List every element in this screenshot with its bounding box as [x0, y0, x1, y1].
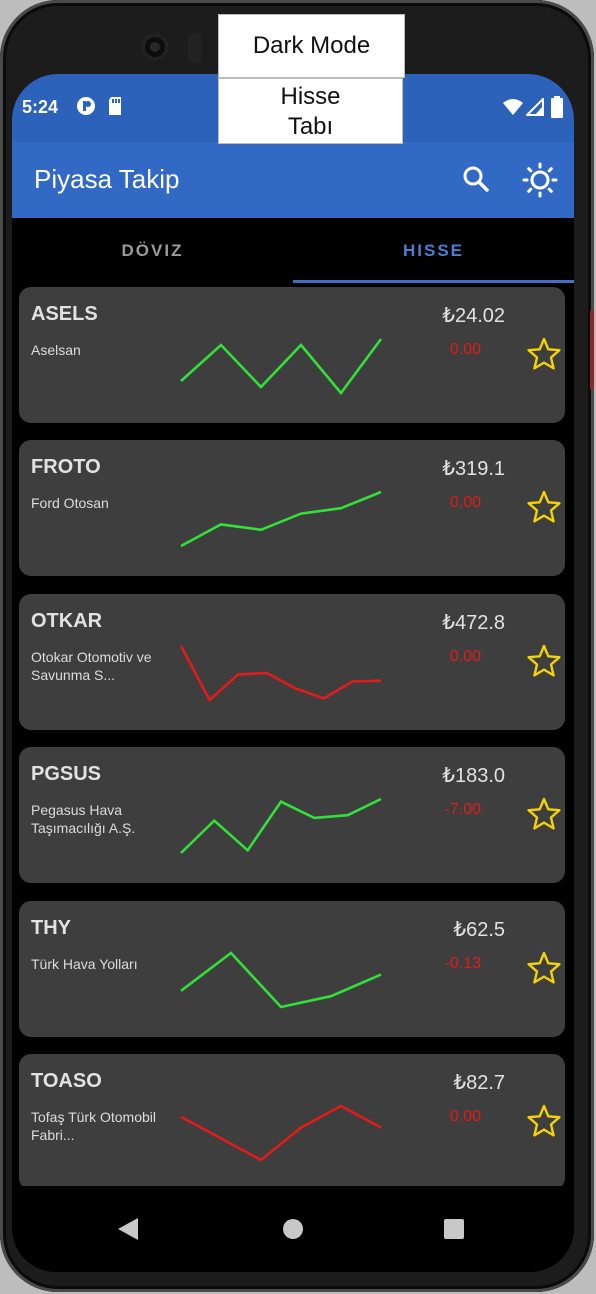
stock-change: 0.00	[449, 647, 481, 665]
sparkline-line	[180, 798, 382, 855]
stock-symbol: THY	[31, 916, 71, 939]
stock-card[interactable]: FROTO Ford Otosan ₺319.1 0.00	[19, 440, 565, 577]
favorite-star-icon[interactable]	[527, 490, 561, 524]
proximity-sensor	[188, 33, 202, 63]
favorite-star-icon[interactable]	[527, 644, 561, 678]
sparkline-line	[179, 645, 382, 702]
sd-card-icon	[107, 96, 123, 121]
back-button[interactable]	[116, 1216, 140, 1247]
stock-card[interactable]: THY Türk Hava Yolları ₺62.5 -0.13	[19, 900, 565, 1037]
search-icon	[463, 166, 489, 192]
home-circle-icon	[283, 1219, 303, 1239]
sparkline-line	[180, 950, 382, 1009]
stock-price: ₺82.7	[453, 1072, 505, 1094]
stock-symbol: PGSUS	[31, 763, 102, 786]
sun-icon	[522, 162, 558, 198]
sparkline-line	[180, 338, 383, 396]
favorite-star-icon[interactable]	[527, 797, 561, 831]
hisse-tab-annotation-line2: Tabı	[287, 113, 334, 140]
app-screen: 5:24 Piyasa Takip	[12, 74, 574, 1272]
sparkline-chart	[180, 1104, 382, 1162]
recents-button[interactable]	[443, 1218, 465, 1245]
stock-price: ₺183.0	[442, 765, 505, 788]
wifi-icon	[502, 98, 524, 121]
stock-name: Aselsan	[31, 342, 81, 358]
stock-change: 0.00	[449, 1108, 481, 1125]
tab-indicator	[293, 280, 574, 283]
sparkline-chart	[180, 491, 382, 548]
back-triangle-icon	[118, 1218, 138, 1240]
stock-name: Ford Otosan	[31, 495, 109, 512]
stock-name: Pegasus Hava Taşımacılığı A.Ş.	[31, 802, 136, 837]
stock-symbol: OTKAR	[31, 609, 103, 632]
stock-change: -0.13	[444, 954, 481, 972]
stock-name: Türk Hava Yolları	[31, 955, 138, 972]
stock-price: ₺62.5	[453, 918, 505, 941]
navigation-bar	[12, 1186, 574, 1272]
favorite-star-icon[interactable]	[527, 337, 561, 371]
stock-card[interactable]: TOASO Tofaş Türk Otomobil Fabri... ₺82.7 0.…	[19, 1054, 565, 1186]
hisse-tab-annotation: Hisse Tabı	[218, 78, 403, 144]
front-camera	[141, 33, 169, 61]
dark-mode-annotation: Dark Mode	[218, 14, 405, 78]
recents-square-icon	[444, 1219, 464, 1239]
sparkline-line	[180, 1104, 382, 1162]
app-notification-icon	[76, 96, 96, 121]
stock-symbol: FROTO	[31, 456, 101, 479]
hisse-tab-annotation-line1: Hisse	[280, 83, 341, 110]
stock-price: ₺24.02	[442, 305, 505, 327]
sparkline-chart	[179, 645, 382, 702]
tab-bar: DÖVIZ HISSE	[12, 218, 574, 284]
stock-card[interactable]: OTKAR Otokar Otomotiv ve Savunma S... ₺472…	[19, 593, 565, 730]
stock-name: Tofaş Türk Otomobil Fabri...	[31, 1109, 157, 1143]
signal-icon	[524, 96, 544, 121]
tab-doviz[interactable]: DÖVIZ	[121, 241, 184, 260]
stock-symbol: TOASO	[31, 1070, 102, 1092]
stock-change: -7.00	[444, 801, 481, 819]
sparkline-line	[180, 491, 382, 548]
sparkline-chart	[180, 798, 382, 855]
stock-card[interactable]: PGSUS Pegasus Hava Taşımacılığı A.Ş. ₺183.…	[19, 747, 565, 884]
power-button	[590, 310, 594, 390]
stock-card[interactable]: ASELS Aselsan ₺24.02 0.00	[19, 287, 565, 423]
sparkline-chart	[180, 950, 382, 1009]
app-bar: Piyasa Takip	[12, 142, 574, 218]
stock-symbol: ASELS	[31, 303, 98, 325]
favorite-star-icon[interactable]	[527, 951, 561, 985]
favorite-star-icon[interactable]	[527, 1104, 561, 1138]
tab-hisse[interactable]: HISSE	[402, 241, 465, 260]
sparkline-chart	[180, 338, 383, 396]
stock-name: Otokar Otomotiv ve Savunma S...	[31, 648, 152, 683]
stock-list[interactable]: ASELS Aselsan ₺24.02 0.00 FROTO Ford Otosan ₺3…	[12, 284, 574, 1186]
search-button[interactable]	[456, 160, 496, 200]
stock-change: 0.00	[449, 494, 481, 512]
battery-icon	[551, 96, 563, 123]
stock-change: 0.00	[449, 341, 481, 358]
dark-mode-toggle-button[interactable]	[520, 160, 560, 200]
stock-price: ₺319.1	[442, 458, 505, 481]
stock-price: ₺472.8	[442, 611, 505, 634]
status-time: 5:24	[22, 97, 59, 117]
app-title: Piyasa Takip	[34, 164, 180, 194]
home-button[interactable]	[282, 1218, 304, 1245]
